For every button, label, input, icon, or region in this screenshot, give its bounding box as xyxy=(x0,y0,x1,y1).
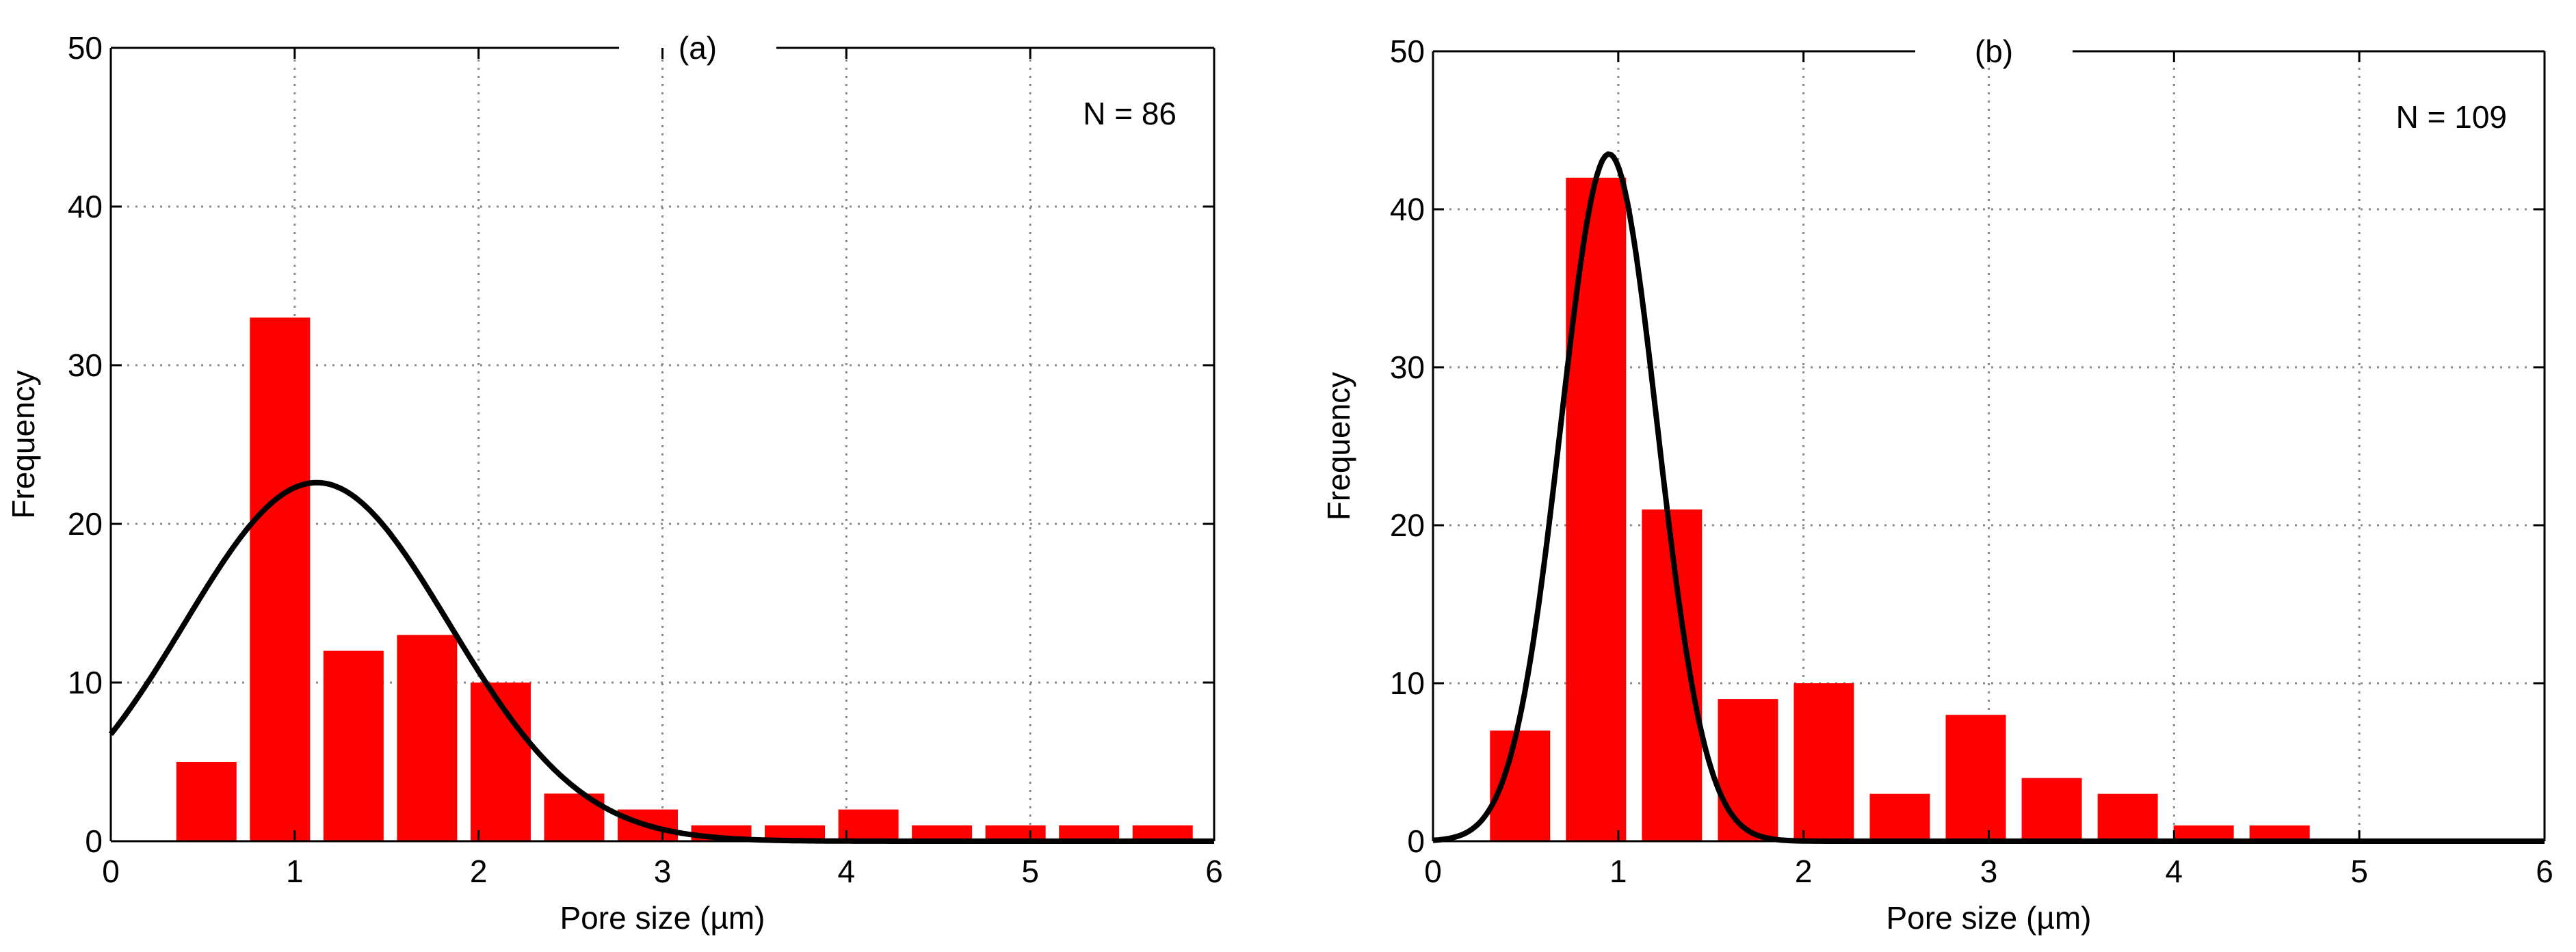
chart-b-bar xyxy=(2097,793,2158,841)
chart-a-title: (a) xyxy=(679,30,717,66)
chart-b-bar xyxy=(1869,793,1930,841)
chart-panel-a: 0 1 2 3 4 5 6 0 10 20 30 40 50 Pore size (µm) Frequenc… xyxy=(5,30,1223,936)
chart-b-sample-size-annotation: N = 109 xyxy=(2396,99,2507,135)
chart-a-x-tick-label: 4 xyxy=(838,854,856,889)
chart-a-sample-size-annotation: N = 86 xyxy=(1083,96,1177,131)
chart-a-bar xyxy=(1132,825,1193,841)
chart-b-y-tick-label: 10 xyxy=(1390,665,1425,701)
chart-a-x-tick-label: 3 xyxy=(654,854,672,889)
chart-b-x-tick-label: 1 xyxy=(1609,854,1627,889)
chart-a-y-tick-label: 10 xyxy=(68,665,103,700)
chart-a-bar xyxy=(176,762,237,841)
chart-a-bar xyxy=(397,635,458,841)
chart-a-bar xyxy=(912,825,973,841)
chart-a-x-axis-title: Pore size (µm) xyxy=(560,900,765,936)
chart-b-bar xyxy=(2173,825,2234,841)
chart-b-x-tick-label: 2 xyxy=(1795,854,1813,889)
chart-b-x-tick-label: 4 xyxy=(2166,854,2183,889)
chart-a-y-axis-title: Frequency xyxy=(5,370,41,518)
chart-a-bar xyxy=(250,317,311,841)
chart-panel-b: 0 1 2 3 4 5 6 0 10 20 30 40 50 Pore size (µm) Frequenc… xyxy=(1321,34,2553,936)
chart-b-x-tick-label: 5 xyxy=(2350,854,2368,889)
chart-b-y-axis-title: Frequency xyxy=(1321,372,1356,520)
chart-b-y-tick-label: 20 xyxy=(1390,507,1425,543)
chart-a-bar xyxy=(323,650,384,841)
chart-a-x-tick-label: 2 xyxy=(470,854,488,889)
chart-b-bar xyxy=(2021,778,2082,841)
chart-b-x-axis-title: Pore size (µm) xyxy=(1887,900,2092,936)
chart-b-bar xyxy=(1945,715,2006,841)
chart-b-title: (b) xyxy=(1975,34,2013,69)
chart-a-bar xyxy=(765,825,826,841)
chart-b-y-tick-label: 30 xyxy=(1390,349,1425,385)
chart-b-y-tick-label: 50 xyxy=(1390,34,1425,69)
chart-a-x-tick-label: 1 xyxy=(286,854,304,889)
chart-a-x-tick-label: 5 xyxy=(1021,854,1039,889)
chart-b-bar xyxy=(2249,825,2310,841)
chart-a-bar xyxy=(838,809,899,841)
chart-b-y-tick-label: 40 xyxy=(1390,191,1425,227)
chart-a-bar xyxy=(1059,825,1120,841)
chart-b-bar xyxy=(1566,177,1627,841)
chart-b-bar xyxy=(1718,699,1778,841)
chart-a-x-tick-label: 6 xyxy=(1205,854,1223,889)
chart-a-y-tick-label: 50 xyxy=(68,30,103,66)
chart-a-y-tick-label: 40 xyxy=(68,189,103,224)
chart-b-bar xyxy=(1793,683,1854,841)
chart-a-y-tick-label: 0 xyxy=(85,823,103,859)
chart-b-x-tick-label: 6 xyxy=(2536,854,2553,889)
chart-b-x-tick-label: 0 xyxy=(1424,854,1442,889)
chart-a-y-tick-label: 30 xyxy=(68,347,103,383)
chart-a-y-tick-label: 20 xyxy=(68,506,103,542)
chart-b-x-tick-label: 3 xyxy=(1980,854,1998,889)
chart-b-y-tick-label: 0 xyxy=(1407,823,1425,859)
chart-a-x-tick-label: 0 xyxy=(102,854,120,889)
